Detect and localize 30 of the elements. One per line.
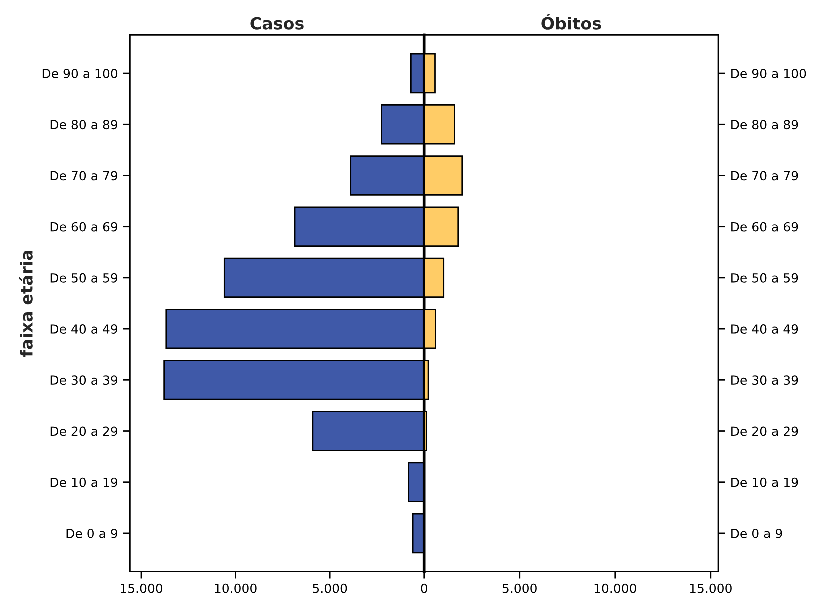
y-tick-label: De 60 a 69 [732, 222, 798, 232]
y-axis-title: faixa etária [19, 250, 33, 358]
y-tick-label: De 80 a 89 [50, 120, 118, 130]
y-tick-label: De 50 a 59 [732, 273, 798, 283]
y-tick-label: De 90 a 100 [42, 69, 118, 78]
y-tick-label: De 40 a 49 [50, 324, 118, 334]
y-tick-label: De 20 a 29 [732, 426, 798, 436]
y-tick-label: De 50 a 59 [50, 273, 118, 283]
y-tick-label: De 60 a 69 [50, 222, 118, 232]
y-tick-label: De 30 a 39 [732, 376, 798, 386]
x-tick-label: 0 [421, 584, 428, 594]
y-tick-label: De 70 a 79 [732, 171, 798, 181]
y-tick-label: De 10 a 19 [50, 478, 118, 488]
y-tick-label: De 40 a 49 [732, 324, 798, 334]
x-tick-label: 15.000 [690, 584, 732, 594]
y-tick-label: De 10 a 19 [732, 478, 798, 488]
x-tick-label: 5.000 [313, 584, 348, 594]
x-tick-label: 5.000 [502, 584, 537, 594]
x-tick-label: 15.000 [121, 584, 163, 594]
y-tick-label: De 20 a 29 [50, 426, 118, 436]
x-tick-label: 10.000 [215, 584, 257, 594]
y-tick-label: De 90 a 100 [732, 69, 806, 78]
chart-title: Casos [250, 17, 304, 30]
chart-title: Óbitos [542, 14, 602, 30]
y-tick-label: De 0 a 9 [66, 528, 118, 538]
y-tick-label: De 0 a 9 [732, 528, 782, 538]
x-tick-label: 10.000 [594, 584, 636, 594]
y-tick-label: De 30 a 39 [50, 376, 118, 386]
y-tick-label: De 80 a 89 [732, 120, 798, 130]
y-tick-label: De 70 a 79 [50, 171, 118, 181]
